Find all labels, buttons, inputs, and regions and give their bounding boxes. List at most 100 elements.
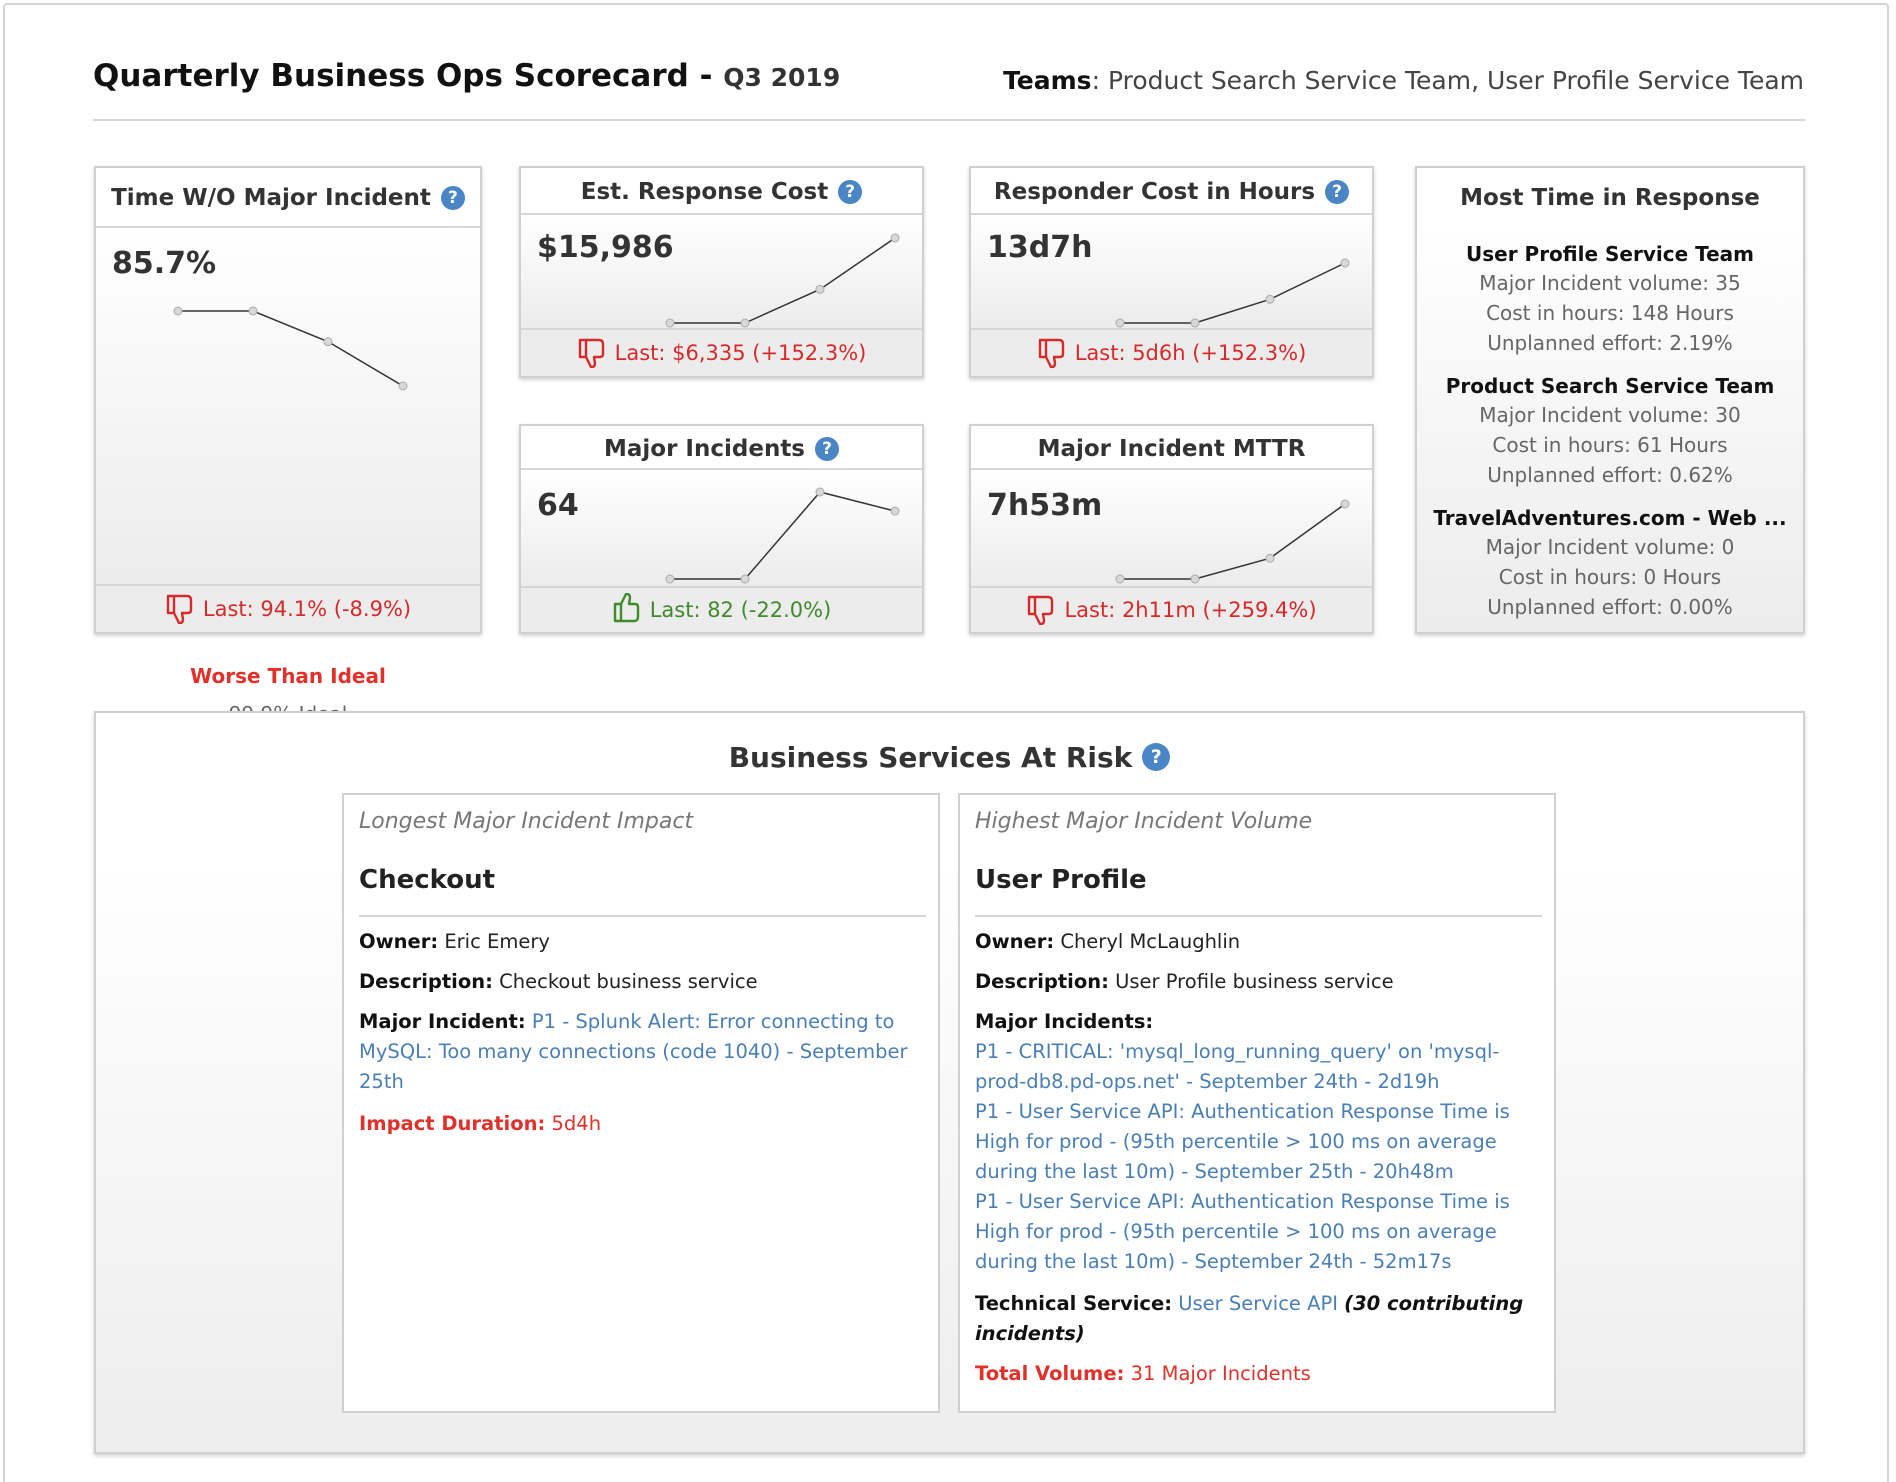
sparkline-point [890,506,900,516]
card-body [521,215,922,328]
card-header: Major Incidents? [521,426,922,470]
est-response-cost-card: Est. Response Cost? $15,986 Last: $6,335… [519,166,924,378]
card-title: Est. Response Cost [580,179,829,205]
card-body [971,215,1372,328]
card-title: Major Incident MTTR [1037,436,1306,462]
impact-duration-value: 5d4h [551,1112,602,1135]
panel-subtitle: Longest Major Incident Impact [359,809,694,834]
metric-value: $15,986 [537,230,674,265]
card-body [971,470,1372,586]
card-title: Most Time in Response [1460,185,1760,211]
sparkline-point [740,574,750,584]
page-title: Quarterly Business Ops Scorecard - Q3 20… [93,58,840,94]
owner-label: Owner: [359,930,439,953]
technical-service-link[interactable]: User Service API [1178,1292,1338,1315]
impact-duration-label: Impact Duration: [359,1112,546,1135]
description-row: Description: Checkout business service [359,967,920,997]
sparkline-point [323,337,333,347]
sparkline-path [1120,503,1346,580]
sparkline [173,306,408,391]
panel-subtitle: Highest Major Incident Volume [975,809,1313,834]
major-incident-mttr-card: Major Incident MTTR 7h53m Last: 2h11m (+… [969,424,1374,634]
sparkline-point [890,233,900,243]
card-footer: Last: 94.1% (-8.9%) [96,584,480,632]
card-header: Major Incident MTTR [971,426,1372,470]
sparkline [665,487,900,584]
incident-link[interactable]: P1 - User Service API: Authentication Re… [975,1190,1510,1273]
responder-cost-hours-card: Responder Cost in Hours? 13d7h Last: 5d6… [969,166,1374,378]
owner-row: Owner: Cheryl McLaughlin [975,927,1536,957]
most-time-in-response-card: Most Time in Response User Profile Servi… [1415,166,1805,634]
sparkline-point [398,381,408,391]
header-divider [93,119,1805,121]
card-body [96,228,480,584]
sparkline-point [1190,574,1200,584]
quarter-label: Q3 2019 [723,63,841,92]
thumbs-down-icon [165,592,195,640]
owner-row: Owner: Eric Emery [359,927,920,957]
major-incidents-row: Major Incidents: P1 - CRITICAL: 'mysql_l… [975,1007,1536,1277]
total-volume-value: 31 Major Incidents [1130,1362,1311,1385]
incident-link[interactable]: P1 - CRITICAL: 'mysql_long_running_query… [975,1040,1500,1093]
description-value: Checkout business service [499,970,758,993]
help-icon[interactable]: ? [1325,180,1350,204]
team-volume: Major Incident volume: 30 [1479,403,1741,427]
help-icon[interactable]: ? [440,186,465,210]
major-incidents-card: Major Incidents? 64 Last: 82 (-22.0%) [519,424,924,634]
team-entry: Product Search Service Team Major Incide… [1417,372,1803,490]
owner-value: Cheryl McLaughlin [1060,930,1241,953]
owner-label: Owner: [975,930,1055,953]
team-cost: Cost in hours: 148 Hours [1486,301,1734,325]
service-name: User Profile [975,865,1147,895]
sparkline-point [173,306,183,316]
contributing-incidents-note: (30 contributing incidents) [975,1292,1524,1345]
metric-value: 13d7h [987,230,1093,265]
team-cost: Cost in hours: 0 Hours [1498,565,1722,589]
sparkline-point [1115,574,1125,584]
last-value-text: Last: $6,335 (+152.3%) [614,341,867,365]
business-services-at-risk: Business Services At Risk? Longest Major… [94,711,1805,1454]
sparkline-point [1190,318,1200,328]
metric-value: 7h53m [987,488,1103,523]
sparkline-point [1265,294,1275,304]
sparkline-point [1340,499,1350,509]
sparkline-path [1120,262,1346,324]
help-icon[interactable]: ? [838,180,863,204]
sparkline-point [815,487,825,497]
sparkline-path [178,310,404,387]
sparkline-point [248,306,258,316]
team-name: TravelAdventures.com - Web ... [1433,506,1787,530]
title-text: Quarterly Business Ops Scorecard [93,58,689,94]
technical-service-label: Technical Service: [975,1292,1172,1315]
card-header: Time W/O Major Incident? [96,168,480,228]
team-effort: Unplanned effort: 2.19% [1487,331,1733,355]
longest-impact-panel: Longest Major Incident Impact Checkout O… [342,793,940,1413]
incident-link[interactable]: P1 - Splunk Alert: Error connecting to M… [359,1010,908,1093]
thumbs-up-icon [612,592,642,640]
sparkline-point [1340,258,1350,268]
metric-value: 85.7% [112,246,217,281]
sparkline [1115,499,1350,584]
sparkline-path [670,237,896,324]
last-value-text: Last: 2h11m (+259.4%) [1064,598,1317,622]
card-footer: Last: $6,335 (+152.3%) [521,328,922,376]
panel-content: Owner: Eric Emery Description: Checkout … [359,927,920,1149]
description-value: User Profile business service [1115,970,1394,993]
team-entry: TravelAdventures.com - Web ... Major Inc… [1417,504,1803,622]
help-icon[interactable]: ? [815,437,839,461]
description-label: Description: [359,970,493,993]
total-volume-label: Total Volume: [975,1362,1125,1385]
panel-content: Owner: Cheryl McLaughlin Description: Us… [975,927,1536,1399]
teams-value: : Product Search Service Team, User Prof… [1091,66,1804,95]
last-value-text: Last: 5d6h (+152.3%) [1074,341,1307,365]
team-volume: Major Incident volume: 35 [1479,271,1741,295]
sparkline-point [665,318,675,328]
team-effort: Unplanned effort: 0.62% [1487,463,1733,487]
status-text: Worse Than Ideal [190,664,386,688]
help-icon[interactable]: ? [1142,743,1171,771]
incident-link[interactable]: P1 - User Service API: Authentication Re… [975,1100,1510,1183]
major-incident-label: Major Incident: [359,1010,526,1033]
sparkline-point [665,574,675,584]
card-title: Time W/O Major Incident [111,185,431,211]
metric-value: 64 [537,488,579,523]
